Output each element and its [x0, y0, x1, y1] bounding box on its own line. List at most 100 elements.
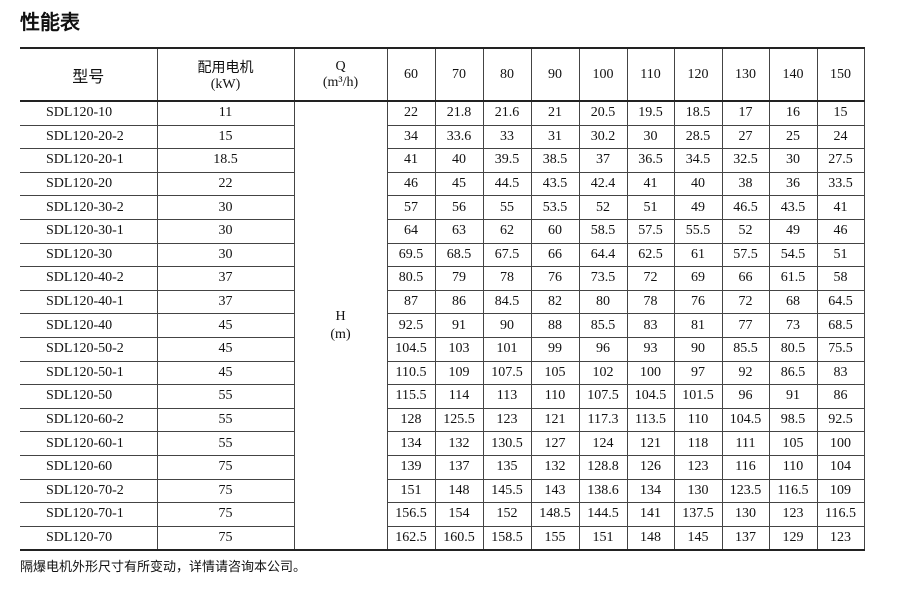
head-value-cell: 132: [530, 454, 580, 480]
head-value-cell: 79: [434, 266, 484, 291]
head-value-cell: 80.5: [386, 266, 436, 291]
head-value-cell: 73: [768, 313, 818, 338]
head-value-cell: 78: [482, 266, 532, 291]
head-value-cell: 141: [626, 502, 675, 527]
head-value-cell: 123: [482, 407, 532, 433]
head-value-cell: 57.5: [721, 242, 770, 268]
head-value-cell: 139: [386, 454, 436, 480]
table-row: SDL120-50 55 115.5 114 113 110 107.5 104.5 101.5…: [20, 384, 865, 409]
head-value-cell: 69: [673, 266, 723, 291]
table-row: SDL120-30-1 30 64 63 62 60 58.5 57.5 55.5 52 49 46: [20, 218, 865, 244]
head-value-cell: 113: [482, 384, 532, 409]
head-value-cell: 162.5: [386, 525, 436, 552]
head-value-cell: 85.5: [578, 313, 628, 338]
head-value-cell: 125.5: [434, 407, 484, 433]
head-value-cell: 72: [721, 289, 770, 315]
table-row: SDL120-40-1 37 87 86 84.5 82 80 78 76 72 68 64.5: [20, 289, 865, 315]
head-value-cell: 116: [721, 454, 770, 480]
head-value-cell: 156.5: [386, 502, 436, 527]
head-value-cell: 88: [530, 313, 580, 338]
head-value-cell: 126: [626, 454, 675, 480]
motor-power-cell: 22: [156, 171, 295, 197]
table-row: SDL120-70-2 75 151 148 145.5 143 138.6 134 130 12…: [20, 478, 865, 504]
head-value-cell: 148: [626, 525, 675, 552]
head-value-cell: 66: [721, 266, 770, 291]
head-value-cell: 57.5: [626, 218, 675, 244]
head-unit: (m): [330, 326, 351, 342]
head-value-cell: 33: [482, 124, 532, 150]
head-value-cell: 137.5: [673, 502, 723, 527]
head-value-cell: 83: [816, 360, 865, 386]
motor-header-unit: (kW): [210, 76, 241, 92]
head-value-cell: 73.5: [578, 266, 628, 291]
motor-power-cell: 45: [156, 360, 295, 386]
head-value-cell: 36.5: [626, 148, 675, 173]
head-value-cell: 62: [482, 218, 532, 244]
motor-power-cell: 37: [156, 266, 295, 291]
head-label: H: [335, 308, 346, 324]
head-value-cell: 127: [530, 431, 580, 456]
motor-power-cell: 45: [156, 313, 295, 338]
flow-column-header: 70: [434, 47, 484, 102]
head-value-cell: 51: [816, 242, 865, 268]
head-value-cell: 16: [768, 99, 818, 126]
head-value-cell: 60: [530, 218, 580, 244]
head-value-cell: 54.5: [768, 242, 818, 268]
head-value-cell: 143: [530, 478, 580, 504]
head-value-cell: 96: [578, 336, 628, 362]
motor-power-cell: 45: [156, 336, 295, 362]
head-value-cell: 129: [768, 525, 818, 552]
table-row: SDL120-30 30 69.5 68.5 67.5 66 64.4 62.5 61 57.5 5…: [20, 242, 865, 268]
head-value-cell: 66: [530, 242, 580, 268]
flow-header-unit: (m³/h): [322, 74, 359, 90]
head-value-cell: 46: [386, 171, 436, 197]
motor-power-cell: 30: [156, 218, 295, 244]
head-value-cell: 42.4: [578, 171, 628, 197]
motor-power-cell: 75: [156, 525, 295, 552]
head-value-cell: 103: [434, 336, 484, 362]
motor-header: 配用电机 (kW): [156, 47, 295, 102]
flow-column-header: 110: [626, 47, 675, 102]
head-value-cell: 160.5: [434, 525, 484, 552]
head-value-cell: 45: [434, 171, 484, 197]
head-value-cell: 53.5: [530, 195, 580, 220]
head-value-cell: 44.5: [482, 171, 532, 197]
flow-column-header: 120: [673, 47, 723, 102]
head-value-cell: 128: [386, 407, 436, 433]
head-value-cell: 134: [386, 431, 436, 456]
motor-power-cell: 55: [156, 384, 295, 409]
head-value-cell: 86: [816, 384, 865, 409]
head-value-cell: 64.4: [578, 242, 628, 268]
model-cell: SDL120-70-1: [20, 502, 158, 527]
head-value-cell: 92.5: [386, 313, 436, 338]
table-row: SDL120-70-1 75 156.5 154 152 148.5 144.5 141 137…: [20, 502, 865, 527]
head-value-cell: 123.5: [721, 478, 770, 504]
head-value-cell: 37: [578, 148, 628, 173]
model-cell: SDL120-20-2: [20, 124, 158, 150]
model-cell: SDL120-60-2: [20, 407, 158, 433]
head-value-cell: 51: [626, 195, 675, 220]
head-value-cell: 32.5: [721, 148, 770, 173]
head-value-cell: 158.5: [482, 525, 532, 552]
head-value-cell: 104: [816, 454, 865, 480]
head-value-cell: 15: [816, 99, 865, 126]
head-value-cell: 34: [386, 124, 436, 150]
model-cell: SDL120-50-1: [20, 360, 158, 386]
head-value-cell: 130: [673, 478, 723, 504]
head-value-cell: 33.6: [434, 124, 484, 150]
head-value-cell: 62.5: [626, 242, 675, 268]
head-value-cell: 110.5: [386, 360, 436, 386]
head-value-cell: 69.5: [386, 242, 436, 268]
head-value-cell: 64: [386, 218, 436, 244]
head-value-cell: 72: [626, 266, 675, 291]
head-value-cell: 40: [434, 148, 484, 173]
head-value-cell: 27.5: [816, 148, 865, 173]
head-value-cell: 97: [673, 360, 723, 386]
head-value-cell: 90: [482, 313, 532, 338]
head-value-cell: 21: [530, 99, 580, 126]
head-value-cell: 28.5: [673, 124, 723, 150]
head-value-cell: 19.5: [626, 99, 675, 126]
model-cell: SDL120-10: [20, 99, 158, 126]
head-value-cell: 64.5: [816, 289, 865, 315]
head-value-cell: 148: [434, 478, 484, 504]
